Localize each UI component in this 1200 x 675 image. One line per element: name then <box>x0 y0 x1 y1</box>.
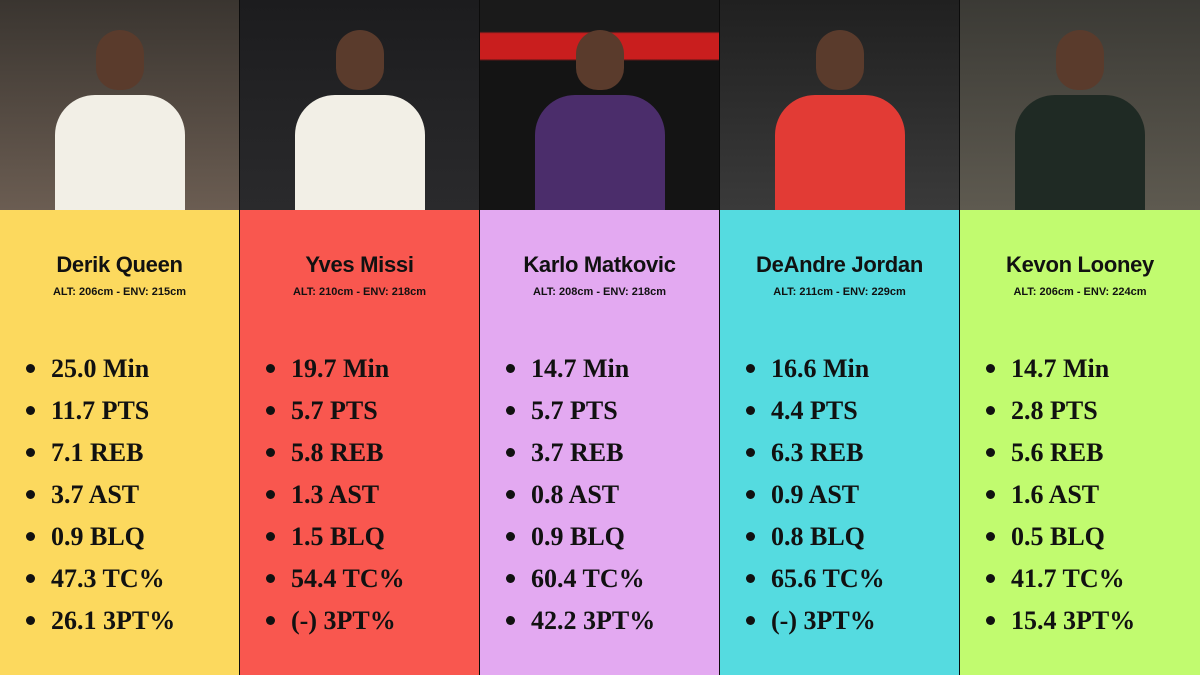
stat-item: 4.4 PTS <box>746 390 959 432</box>
stat-item: 11.7 PTS <box>26 390 239 432</box>
player-measures: ALT: 206cm - ENV: 224cm <box>1013 286 1147 298</box>
jersey-shape <box>54 95 185 210</box>
player-name: Yves Missi <box>305 252 414 277</box>
stat-item: 0.9 BLQ <box>26 516 239 558</box>
jersey-shape <box>774 95 905 210</box>
player-column: Derik Queen ALT: 206cm - ENV: 215cm 25.0 M… <box>0 0 240 675</box>
stat-item: 0.5 BLQ <box>986 516 1200 558</box>
player-column: DeAndre Jordan ALT: 211cm - ENV: 229cm 16.… <box>720 0 960 675</box>
stat-item: 1.3 AST <box>266 474 479 516</box>
player-measures: ALT: 211cm - ENV: 229cm <box>773 286 906 298</box>
head-shape <box>95 30 144 90</box>
stat-item: 5.7 PTS <box>266 390 479 432</box>
jersey-shape <box>1015 95 1145 210</box>
stat-item: 19.7 Min <box>266 348 479 390</box>
stat-item: 5.7 PTS <box>506 390 719 432</box>
stat-item: 5.8 REB <box>266 432 479 474</box>
player-photo <box>960 0 1200 210</box>
player-photo <box>240 0 479 210</box>
player-measures: ALT: 208cm - ENV: 218cm <box>532 286 667 298</box>
stat-item: 0.9 BLQ <box>506 516 719 558</box>
player-measures: ALT: 206cm - ENV: 215cm <box>52 286 187 298</box>
stats-panel: DeAndre Jordan ALT: 211cm - ENV: 229cm 16.… <box>720 210 959 675</box>
stats-panel: Karlo Matkovic ALT: 208cm - ENV: 218cm 14.… <box>480 210 719 675</box>
stat-item: (-) 3PT% <box>746 600 959 642</box>
player-name: Karlo Matkovic <box>523 252 676 277</box>
head-shape <box>1056 30 1104 90</box>
stat-list: 14.7 Min 2.8 PTS 5.6 REB 1.6 AST 0.5 BLQ 41.7… <box>960 348 1200 642</box>
stat-item: 42.2 3PT% <box>506 600 719 642</box>
stat-item: 6.3 REB <box>746 432 959 474</box>
stat-item: 25.0 Min <box>26 348 239 390</box>
stat-item: 54.4 TC% <box>266 558 479 600</box>
stat-item: 26.1 3PT% <box>26 600 239 642</box>
player-measures: ALT: 210cm - ENV: 218cm <box>292 286 427 298</box>
player-column: Karlo Matkovic ALT: 208cm - ENV: 218cm 14.… <box>480 0 720 675</box>
stat-item: 3.7 AST <box>26 474 239 516</box>
stat-item: 1.6 AST <box>986 474 1200 516</box>
stat-list: 14.7 Min 5.7 PTS 3.7 REB 0.8 AST 0.9 BLQ 60.4… <box>480 348 719 642</box>
jersey-shape <box>294 95 425 210</box>
stats-panel: Kevon Looney ALT: 206cm - ENV: 224cm 14.7 … <box>960 210 1200 675</box>
player-name: Derik Queen <box>56 252 183 277</box>
player-column: Yves Missi ALT: 210cm - ENV: 218cm 19.7 Mi… <box>240 0 480 675</box>
player-photo <box>480 0 719 210</box>
stat-item: 60.4 TC% <box>506 558 719 600</box>
player-name: DeAndre Jordan <box>756 252 923 277</box>
stat-item: 0.9 AST <box>746 474 959 516</box>
stat-item: 7.1 REB <box>26 432 239 474</box>
stat-item: 1.5 BLQ <box>266 516 479 558</box>
stat-item: 0.8 AST <box>506 474 719 516</box>
player-photo <box>720 0 959 210</box>
stat-item: 3.7 REB <box>506 432 719 474</box>
stat-item: 0.8 BLQ <box>746 516 959 558</box>
stat-list: 16.6 Min 4.4 PTS 6.3 REB 0.9 AST 0.8 BLQ 65.6… <box>720 348 959 642</box>
stat-item: 14.7 Min <box>986 348 1200 390</box>
stat-item: 5.6 REB <box>986 432 1200 474</box>
stat-item: (-) 3PT% <box>266 600 479 642</box>
player-photo <box>0 0 239 210</box>
head-shape <box>335 30 384 90</box>
stat-item: 47.3 TC% <box>26 558 239 600</box>
player-name: Kevon Looney <box>1006 252 1154 277</box>
stats-panel: Derik Queen ALT: 206cm - ENV: 215cm 25.0 M… <box>0 210 239 675</box>
jersey-shape <box>534 95 665 210</box>
stat-item: 65.6 TC% <box>746 558 959 600</box>
stat-item: 14.7 Min <box>506 348 719 390</box>
stats-panel: Yves Missi ALT: 210cm - ENV: 218cm 19.7 Mi… <box>240 210 479 675</box>
stat-item: 16.6 Min <box>746 348 959 390</box>
stat-item: 15.4 3PT% <box>986 600 1200 642</box>
head-shape <box>815 30 864 90</box>
stat-list: 25.0 Min 11.7 PTS 7.1 REB 3.7 AST 0.9 BLQ 47.… <box>0 348 239 642</box>
stat-item: 2.8 PTS <box>986 390 1200 432</box>
stat-list: 19.7 Min 5.7 PTS 5.8 REB 1.3 AST 1.5 BLQ 54.4… <box>240 348 479 642</box>
player-column: Kevon Looney ALT: 206cm - ENV: 224cm 14.7 … <box>960 0 1200 675</box>
stat-item: 41.7 TC% <box>986 558 1200 600</box>
head-shape <box>575 30 624 90</box>
